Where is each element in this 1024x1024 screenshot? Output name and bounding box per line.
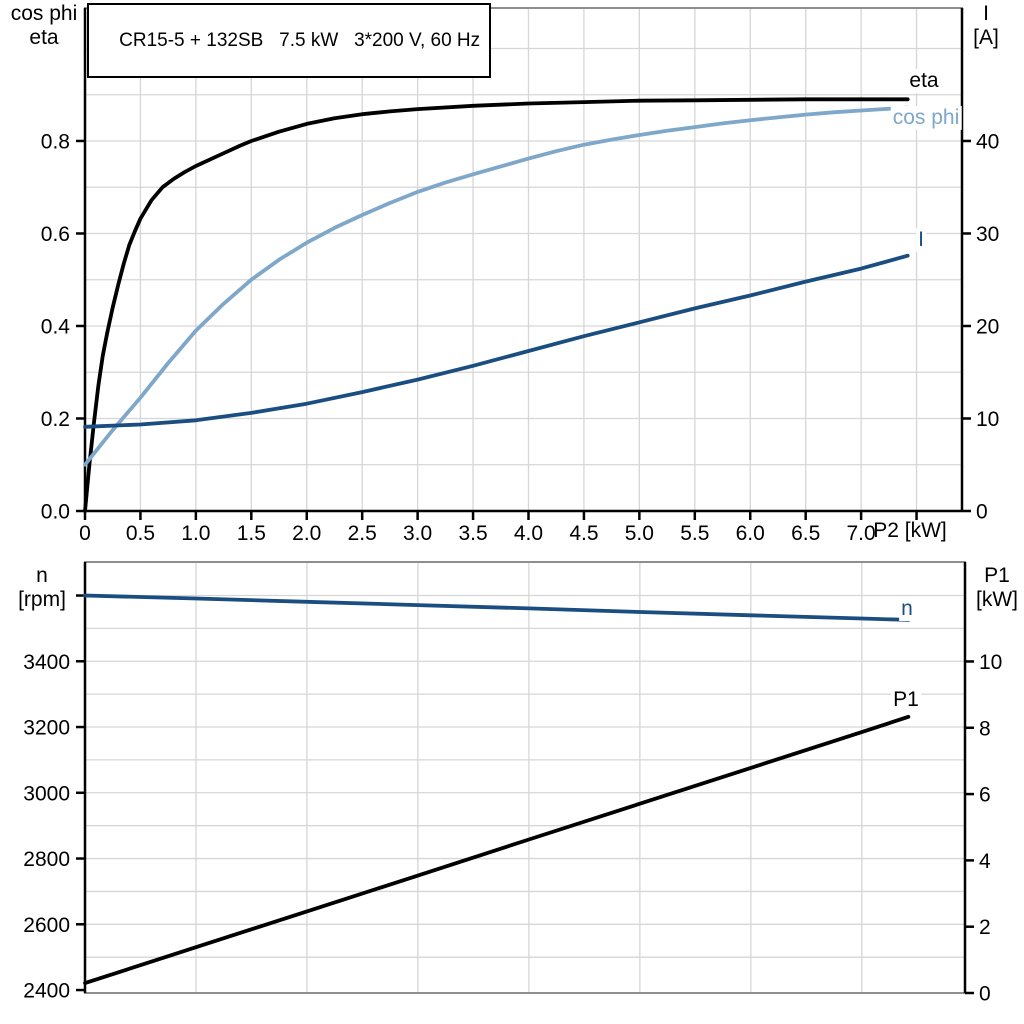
i-curve [83, 253, 910, 429]
x-tick-label: 2.0 [292, 522, 321, 545]
left-tick-label: 0.0 [41, 501, 70, 524]
p1-curve [83, 714, 911, 985]
x-tick-label: 6.5 [791, 522, 820, 545]
grid [85, 8, 962, 511]
right-tick-labels: 0 2 4 6 8 10 [979, 651, 1002, 1006]
left-tick-label: 0.4 [41, 315, 71, 338]
right-tick-label: 6 [979, 784, 991, 807]
left-axis-label-unit-rpm: [rpm] [18, 588, 66, 611]
left-tick-label: 0.6 [41, 223, 70, 246]
right-tick-label: 8 [979, 717, 991, 740]
x-tick-label: 4.0 [514, 522, 543, 545]
x-tick-label: 5.5 [680, 522, 709, 545]
x-tick-label: 0.5 [126, 522, 155, 545]
x-tick-label: 3.5 [458, 522, 487, 545]
left-axis-label-eta: eta [29, 26, 59, 49]
right-axis-label-current: I [983, 2, 989, 25]
x-tick-label: 7.0 [847, 522, 876, 545]
x-tick-label: 5.0 [625, 522, 654, 545]
right-tick-label: 10 [976, 408, 999, 431]
speed-curve-label: n [899, 597, 915, 621]
top-chart-right-axis-title: I [A] [973, 2, 999, 50]
eta-curve [83, 97, 910, 513]
right-axis-label-p1: P1 [984, 564, 1010, 587]
left-tick-label: 3400 [23, 651, 70, 674]
left-tick-labels: 2400 2600 2800 3000 3200 3400 [23, 651, 70, 1003]
x-tick-label: 6.0 [736, 522, 765, 545]
p1-curve-label: P1 [891, 688, 921, 712]
axes [76, 561, 974, 995]
grid [85, 562, 965, 993]
chart-title: CR15-5 + 132SB 7.5 kW 3*200 V, 60 Hz [119, 30, 481, 51]
x-tick-label: 1.0 [181, 522, 210, 545]
cos-phi-curve [83, 105, 910, 467]
top-chart: 0.0 0.2 0.4 0.6 0.8 0 10 20 30 40 0 0.5 1.0 1.5 2.0 2.5… [41, 7, 999, 545]
right-tick-label: 0 [979, 983, 991, 1006]
x-tick-labels: 0 0.5 1.0 1.5 2.0 2.5 3.0 3.5 4.0 4.5 5.0 5.5 6.0 6.5… [79, 522, 876, 545]
right-tick-label: 30 [976, 223, 999, 246]
left-tick-label: 2400 [23, 980, 70, 1003]
left-tick-label: 0.2 [41, 408, 70, 431]
left-tick-label: 2600 [23, 914, 70, 937]
right-tick-label: 2 [979, 916, 991, 939]
right-tick-label: 0 [976, 501, 988, 524]
right-tick-label: 10 [979, 651, 1002, 674]
current-curve-label: I [916, 228, 926, 252]
right-tick-label: 20 [976, 315, 999, 338]
right-tick-label: 40 [976, 130, 999, 153]
bottom-chart-right-axis-title: P1 [kW] [976, 564, 1018, 612]
left-axis-label-n: n [36, 564, 48, 587]
bottom-chart: 2400 2600 2800 3000 3200 3400 0 2 4 6 8 10 [23, 561, 1002, 1006]
x-tick-label: 1.5 [237, 522, 266, 545]
right-tick-labels: 0 10 20 30 40 [976, 130, 999, 523]
chart-title-box: CR15-5 + 132SB 7.5 kW 3*200 V, 60 Hz [87, 3, 492, 78]
left-tick-label: 3200 [23, 717, 70, 740]
left-tick-label: 2800 [23, 848, 70, 871]
cos-phi-curve-label: cos phi [890, 106, 962, 130]
left-tick-labels: 0.0 0.2 0.4 0.6 0.8 [41, 130, 71, 523]
x-tick-label: 2.5 [348, 522, 377, 545]
left-tick-label: 0.8 [41, 130, 70, 153]
x-tick-label: 4.5 [569, 522, 598, 545]
x-tick-label: 0 [79, 522, 91, 545]
right-axis-label-unit-kw: [kW] [976, 588, 1018, 611]
right-tick-label: 4 [979, 850, 991, 873]
top-chart-left-axis-title: cos phi eta [11, 2, 78, 50]
n-curve [83, 593, 911, 622]
axes [76, 7, 971, 520]
eta-curve-label: eta [907, 69, 941, 93]
left-axis-label-cos-phi: cos phi [10, 2, 78, 25]
x-axis-label-p2-kw: P2 [kW] [873, 519, 947, 542]
left-tick-label: 3000 [23, 782, 70, 805]
bottom-chart-left-axis-title: n [rpm] [18, 564, 66, 612]
right-axis-label-unit-amps: [A] [973, 26, 999, 49]
x-tick-label: 3.0 [403, 522, 432, 545]
